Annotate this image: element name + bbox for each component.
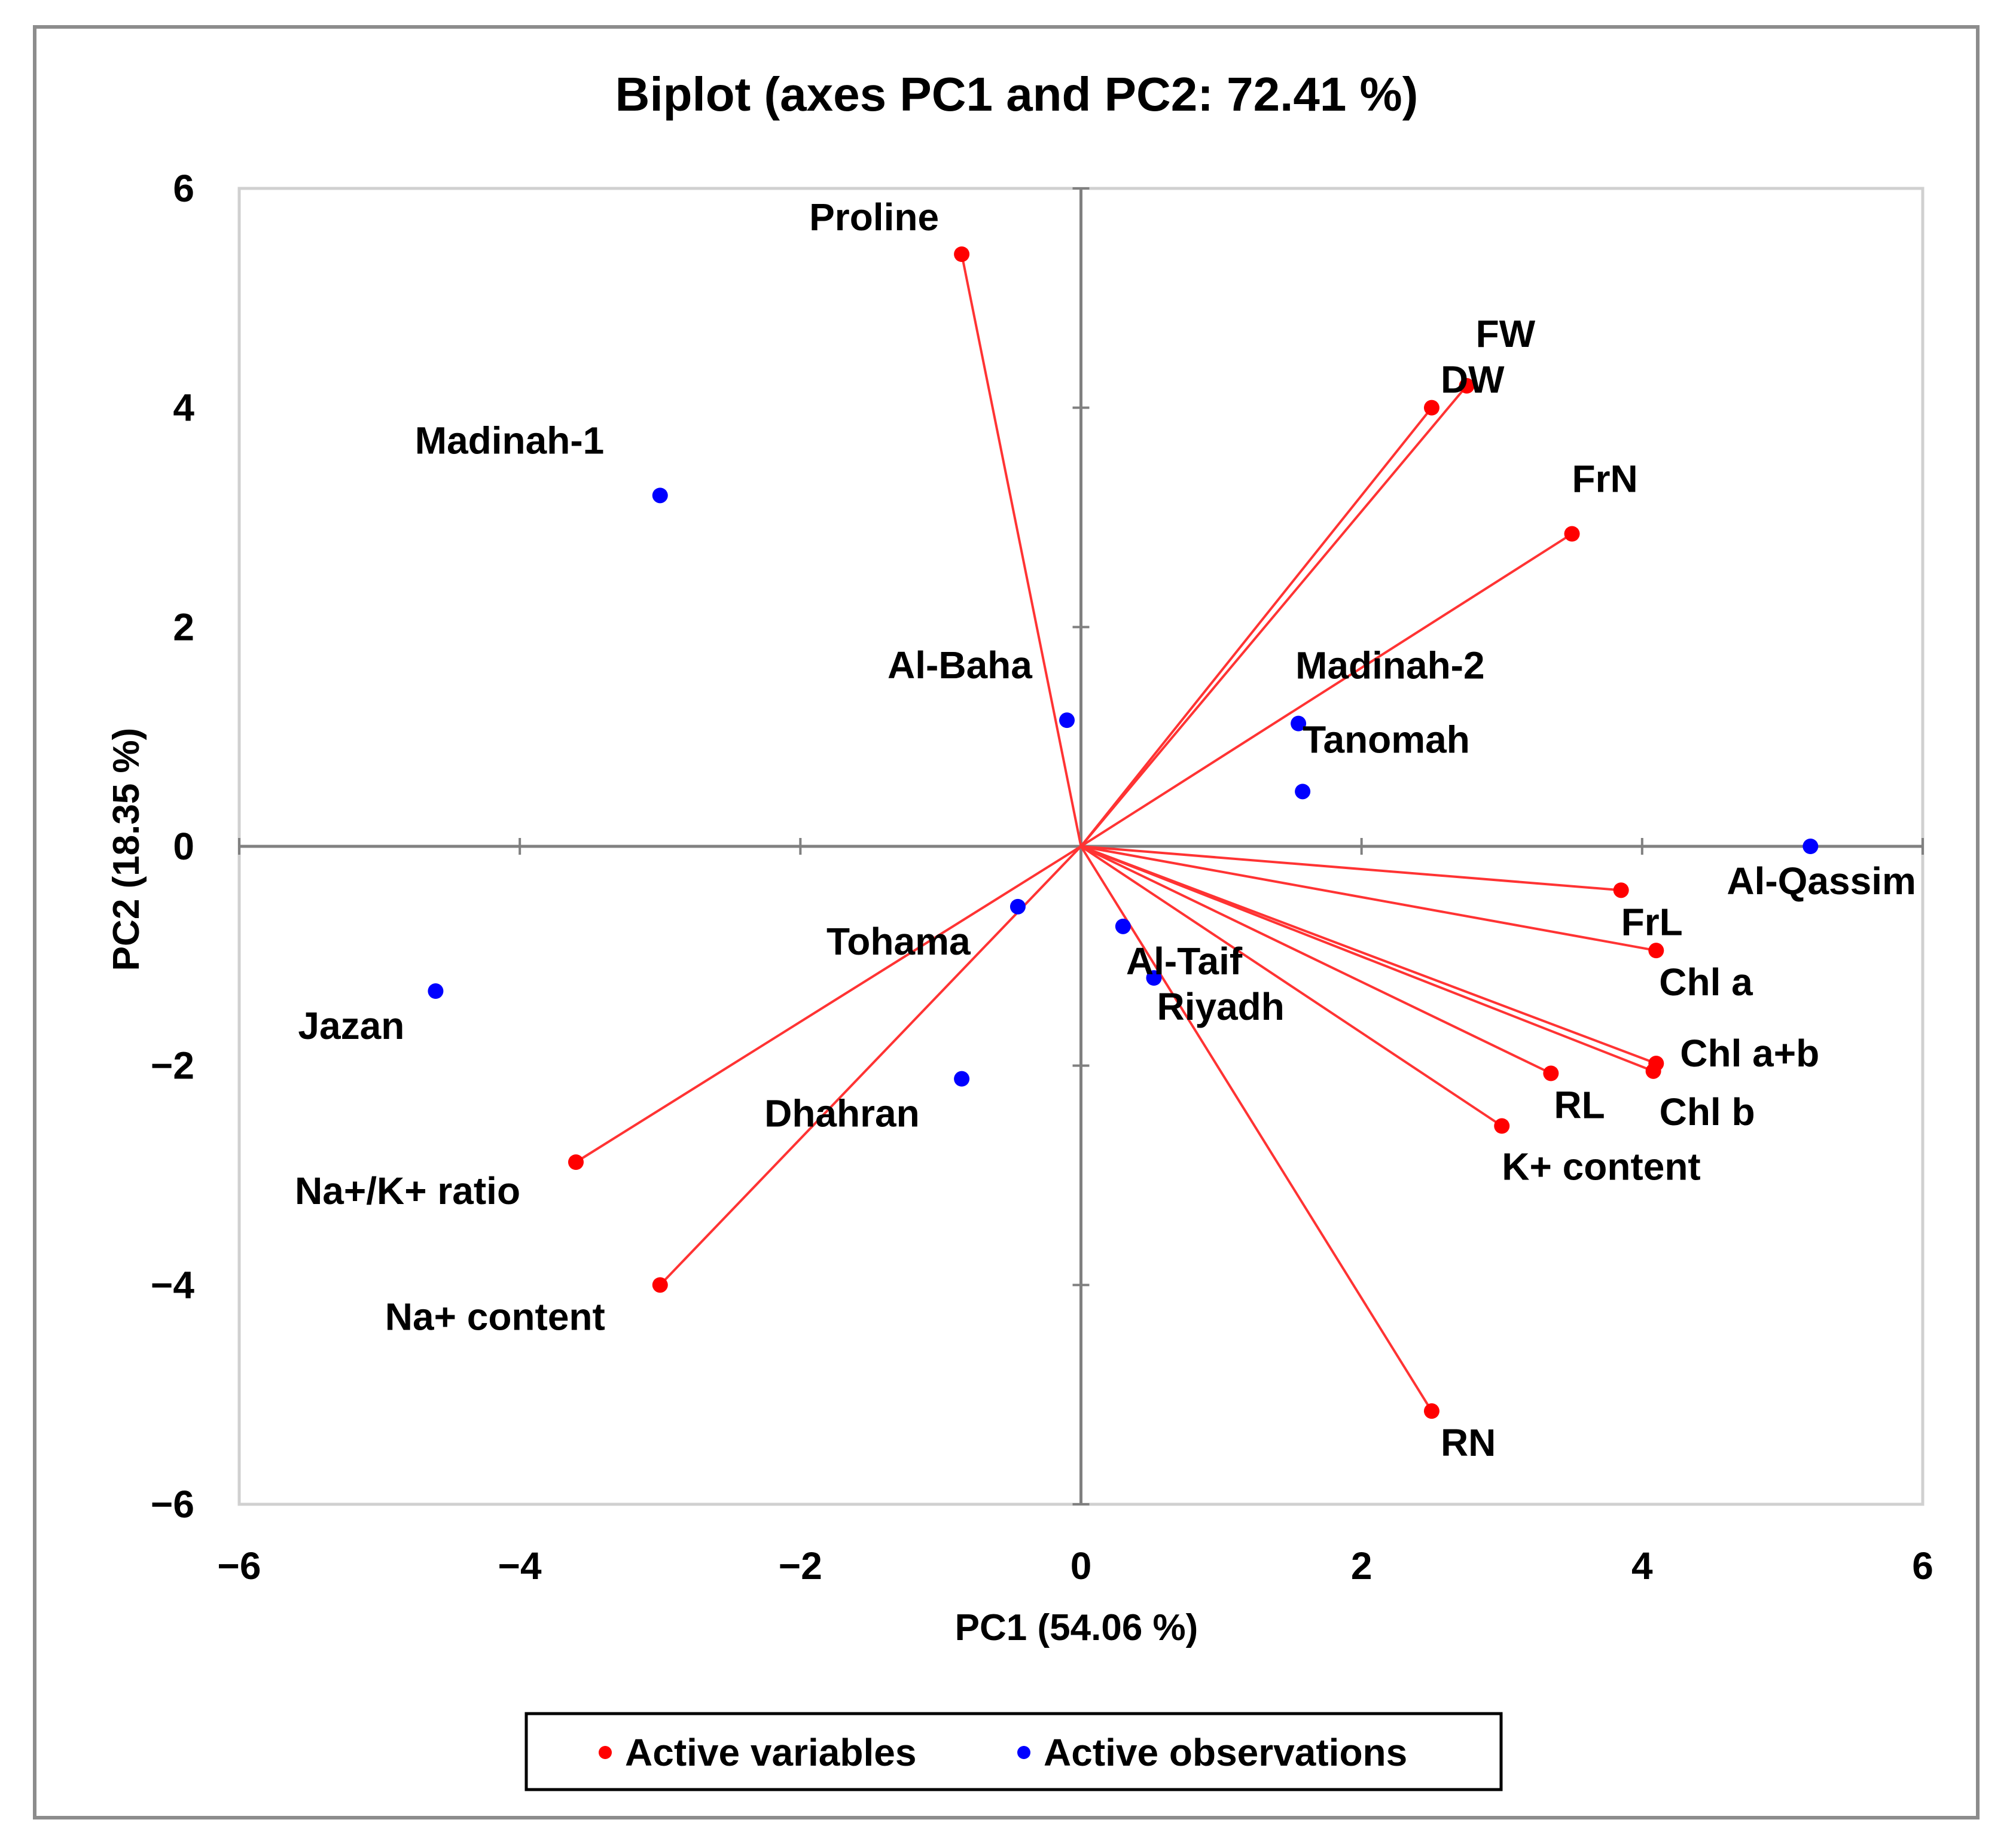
x-axis-title: PC1 (54.06 %) [955, 1607, 1198, 1648]
observation-label: Tanomah [1303, 718, 1470, 761]
x-tick-label: −2 [779, 1544, 822, 1587]
variable-label: RN [1441, 1421, 1496, 1464]
variable-label: Na+/K+ ratio [295, 1169, 520, 1212]
observation-label: Al-Baha [887, 644, 1032, 687]
variable-label: RL [1554, 1084, 1605, 1127]
observation-point [1146, 970, 1162, 986]
variable-label: FW [1476, 312, 1536, 355]
data-points [428, 246, 1819, 1419]
y-tick-label: 6 [173, 167, 194, 210]
variable-point [1645, 1063, 1661, 1079]
variable-vector [1079, 845, 1433, 1412]
observation-point [652, 487, 668, 504]
y-tick-label: 4 [173, 386, 194, 429]
variable-label: Chl b [1660, 1090, 1755, 1133]
observation-label: Riyadh [1157, 985, 1284, 1028]
observation-label: Madinah-2 [1295, 644, 1484, 687]
observation-label: Al-Taif [1126, 940, 1243, 983]
variable-vector [1080, 845, 1654, 1072]
variable-point [1564, 526, 1580, 542]
observation-label: Dhahran [764, 1092, 920, 1135]
legend-marker-observations [1017, 1746, 1030, 1759]
variable-vector [575, 845, 1082, 1163]
variable-point [1543, 1065, 1559, 1081]
observation-point [1115, 918, 1131, 934]
legend-marker-variables [599, 1746, 612, 1759]
y-tick-label: −6 [151, 1483, 194, 1526]
observation-label: Madinah-1 [415, 419, 604, 462]
variable-label: Na+ content [385, 1295, 605, 1338]
observation-point [1009, 898, 1026, 915]
legend-box [524, 1712, 1503, 1791]
x-tick-label: 0 [1070, 1544, 1092, 1587]
variable-vector [659, 845, 1082, 1286]
y-tick-label: 2 [173, 605, 194, 648]
y-tick-label: −2 [151, 1044, 194, 1087]
chart-title: Biplot (axes PC1 and PC2: 72.41 %) [615, 68, 1419, 121]
x-tick-label: 2 [1351, 1544, 1373, 1587]
legend: Active variables Active observations [524, 1712, 1503, 1791]
variable-label: FrL [1621, 900, 1683, 943]
variable-label: Proline [809, 196, 939, 239]
variable-vector [1081, 845, 1621, 892]
y-tick-label: 0 [173, 825, 194, 868]
x-tick-label: 4 [1631, 1544, 1653, 1587]
y-tick-label: −4 [151, 1263, 194, 1306]
variable-label: DW [1441, 358, 1505, 401]
variable-point [1423, 400, 1439, 416]
observation-point [1295, 784, 1311, 800]
observation-point [428, 983, 444, 999]
legend-label-variables: Active variables [625, 1731, 916, 1774]
variable-vector [1079, 385, 1468, 848]
variable-point [1648, 943, 1664, 959]
observation-point [1802, 839, 1819, 854]
variable-point [1459, 378, 1475, 394]
x-tick-label: −6 [218, 1544, 261, 1587]
x-tick-label: 6 [1912, 1544, 1933, 1587]
variable-label: Chl a+b [1680, 1032, 1819, 1075]
y-axis-title: PC2 (18.35 %) [106, 728, 147, 971]
observation-point [954, 1071, 970, 1087]
variable-point [954, 246, 970, 262]
x-tick-label: −4 [498, 1544, 542, 1587]
variable-vector [960, 254, 1082, 847]
variable-vector [1080, 532, 1573, 848]
axis-layer: −6 −4 −2 0 2 4 6 −6 −4 −2 0 2 4 6 [151, 167, 1933, 1587]
variable-point [1613, 882, 1629, 898]
variable-point [652, 1277, 668, 1293]
variable-vector [1080, 845, 1657, 1065]
chart-frame [33, 25, 1980, 1819]
variable-vector [1080, 845, 1503, 1127]
variable-point [568, 1154, 584, 1170]
variable-point [1494, 1118, 1510, 1134]
variable-vectors [575, 254, 1657, 1412]
observation-point [1291, 715, 1307, 732]
observation-label: Tohama [826, 920, 971, 963]
variable-point [1423, 1403, 1439, 1419]
legend-label-observations: Active observations [1044, 1731, 1407, 1774]
observation-label: Al-Qassim [1727, 860, 1916, 903]
variable-vector [1079, 407, 1433, 848]
variable-vector [1081, 845, 1657, 952]
observation-label: Jazan [298, 1004, 404, 1047]
variable-vector [1080, 845, 1552, 1075]
variable-label: FrN [1572, 458, 1638, 501]
observation-point [1059, 712, 1075, 729]
variable-label: Chl a [1659, 961, 1753, 1004]
variable-label: K+ content [1502, 1145, 1700, 1188]
